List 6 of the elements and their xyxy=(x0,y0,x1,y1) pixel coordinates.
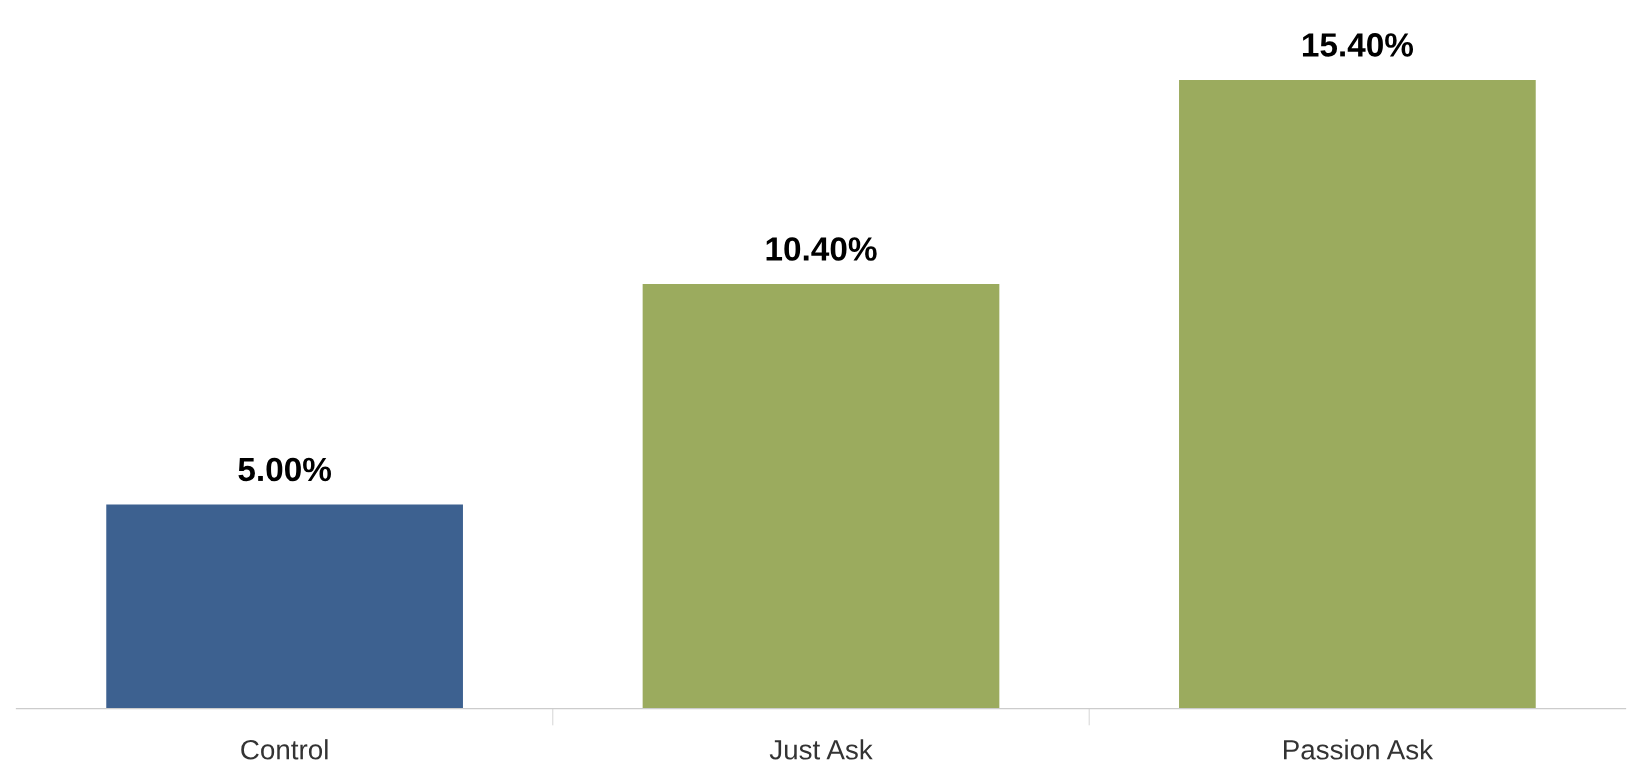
x-tick-label: Passion Ask xyxy=(1284,739,1434,760)
x-tick-label: Control xyxy=(241,739,328,760)
x-tick-label: Just Ask xyxy=(769,739,873,760)
data-label: 10.40% xyxy=(766,237,877,261)
data-label: 15.40% xyxy=(1302,33,1414,57)
data-label: 5.00% xyxy=(238,457,331,482)
